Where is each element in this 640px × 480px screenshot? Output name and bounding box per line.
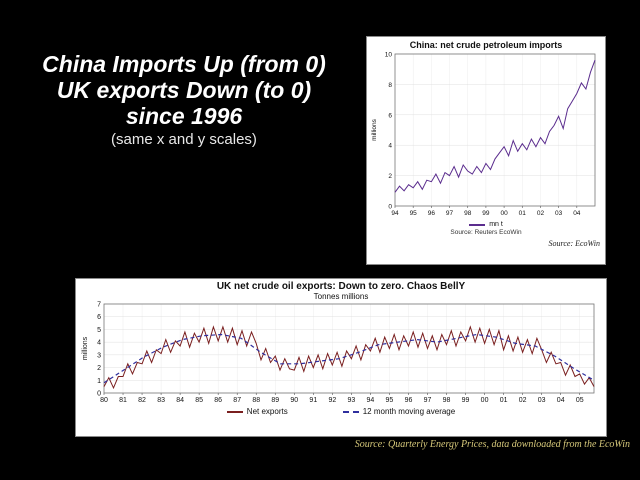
svg-text:81: 81 bbox=[119, 397, 127, 404]
svg-text:4: 4 bbox=[97, 340, 101, 347]
svg-text:93: 93 bbox=[347, 397, 355, 404]
legend-label: mn t bbox=[489, 221, 503, 228]
legend-item: mn t bbox=[469, 221, 503, 228]
svg-text:96: 96 bbox=[405, 397, 413, 404]
svg-text:02: 02 bbox=[537, 210, 545, 217]
legend-item: 12 month moving average bbox=[342, 407, 456, 416]
svg-text:92: 92 bbox=[328, 397, 336, 404]
svg-text:89: 89 bbox=[271, 397, 279, 404]
svg-text:2: 2 bbox=[97, 365, 101, 372]
slide-title-line-2: UK exports Down (to 0) bbox=[56, 76, 312, 103]
svg-text:84: 84 bbox=[176, 397, 184, 404]
svg-text:1: 1 bbox=[97, 378, 101, 385]
svg-text:10: 10 bbox=[385, 52, 393, 59]
svg-text:99: 99 bbox=[462, 397, 470, 404]
svg-text:96: 96 bbox=[428, 210, 436, 217]
china-chart-title: China: net crude petroleum imports bbox=[409, 40, 563, 50]
svg-text:0: 0 bbox=[388, 204, 392, 211]
uk-chart-subtitle: Tonnes millions bbox=[313, 292, 369, 301]
svg-text:98: 98 bbox=[443, 397, 451, 404]
uk-exports-chart-panel: UK net crude oil exports: Down to zero. … bbox=[75, 278, 607, 437]
svg-text:millions: millions bbox=[371, 118, 378, 140]
legend-label: 12 month moving average bbox=[362, 407, 456, 416]
svg-text:90: 90 bbox=[290, 397, 298, 404]
net-imports-line-swatch bbox=[469, 223, 486, 226]
svg-text:91: 91 bbox=[309, 397, 317, 404]
svg-text:3: 3 bbox=[97, 352, 101, 359]
svg-text:86: 86 bbox=[214, 397, 222, 404]
legend-label: Net exports bbox=[246, 407, 288, 416]
china-chart-source: Source: EcoWin bbox=[548, 239, 600, 248]
china-chart-legend: mn t bbox=[369, 221, 603, 228]
svg-text:94: 94 bbox=[367, 397, 375, 404]
svg-text:7: 7 bbox=[97, 302, 101, 309]
slide-subtitle: (same x and y scales) bbox=[111, 131, 257, 149]
svg-text:88: 88 bbox=[252, 397, 260, 404]
svg-text:98: 98 bbox=[464, 210, 472, 217]
svg-text:2: 2 bbox=[388, 173, 392, 180]
net-exports-line-swatch bbox=[226, 410, 243, 413]
svg-text:01: 01 bbox=[500, 397, 508, 404]
svg-text:01: 01 bbox=[519, 210, 527, 217]
svg-text:97: 97 bbox=[446, 210, 454, 217]
svg-text:82: 82 bbox=[138, 397, 146, 404]
svg-text:95: 95 bbox=[386, 397, 394, 404]
svg-text:5: 5 bbox=[97, 327, 101, 334]
slide-title-line-3: since 1996 bbox=[125, 102, 243, 129]
svg-text:04: 04 bbox=[573, 210, 581, 217]
svg-text:83: 83 bbox=[157, 397, 165, 404]
svg-text:00: 00 bbox=[500, 210, 508, 217]
svg-text:03: 03 bbox=[555, 210, 563, 217]
svg-text:97: 97 bbox=[424, 397, 432, 404]
legend-item: Net exports bbox=[226, 407, 288, 416]
svg-text:94: 94 bbox=[391, 210, 399, 217]
svg-text:8: 8 bbox=[388, 82, 392, 89]
slide-title: China Imports Up (from 0) UK exports Dow… bbox=[6, 51, 362, 149]
slide-title-line-1: China Imports Up (from 0) bbox=[42, 51, 326, 77]
svg-text:99: 99 bbox=[482, 210, 490, 217]
uk-chart-source: Source: Quarterly Energy Prices, data do… bbox=[354, 439, 630, 450]
svg-text:03: 03 bbox=[538, 397, 546, 404]
svg-text:04: 04 bbox=[557, 397, 565, 404]
svg-text:4: 4 bbox=[388, 143, 392, 150]
svg-text:87: 87 bbox=[233, 397, 241, 404]
svg-text:02: 02 bbox=[519, 397, 527, 404]
svg-text:6: 6 bbox=[388, 112, 392, 119]
svg-text:00: 00 bbox=[481, 397, 489, 404]
svg-text:85: 85 bbox=[195, 397, 203, 404]
svg-text:80: 80 bbox=[100, 397, 108, 404]
svg-text:95: 95 bbox=[410, 210, 418, 217]
svg-text:05: 05 bbox=[576, 397, 584, 404]
svg-text:millions: millions bbox=[82, 336, 89, 360]
svg-text:0: 0 bbox=[97, 391, 101, 398]
moving-average-line-swatch bbox=[342, 410, 359, 413]
china-chart-footnote: Source: Reuters EcoWin bbox=[450, 229, 522, 236]
svg-text:6: 6 bbox=[97, 314, 101, 321]
uk-chart-title: UK net crude oil exports: Down to zero. … bbox=[216, 281, 466, 292]
uk-chart-legend: Net exports 12 month moving average bbox=[78, 407, 604, 416]
